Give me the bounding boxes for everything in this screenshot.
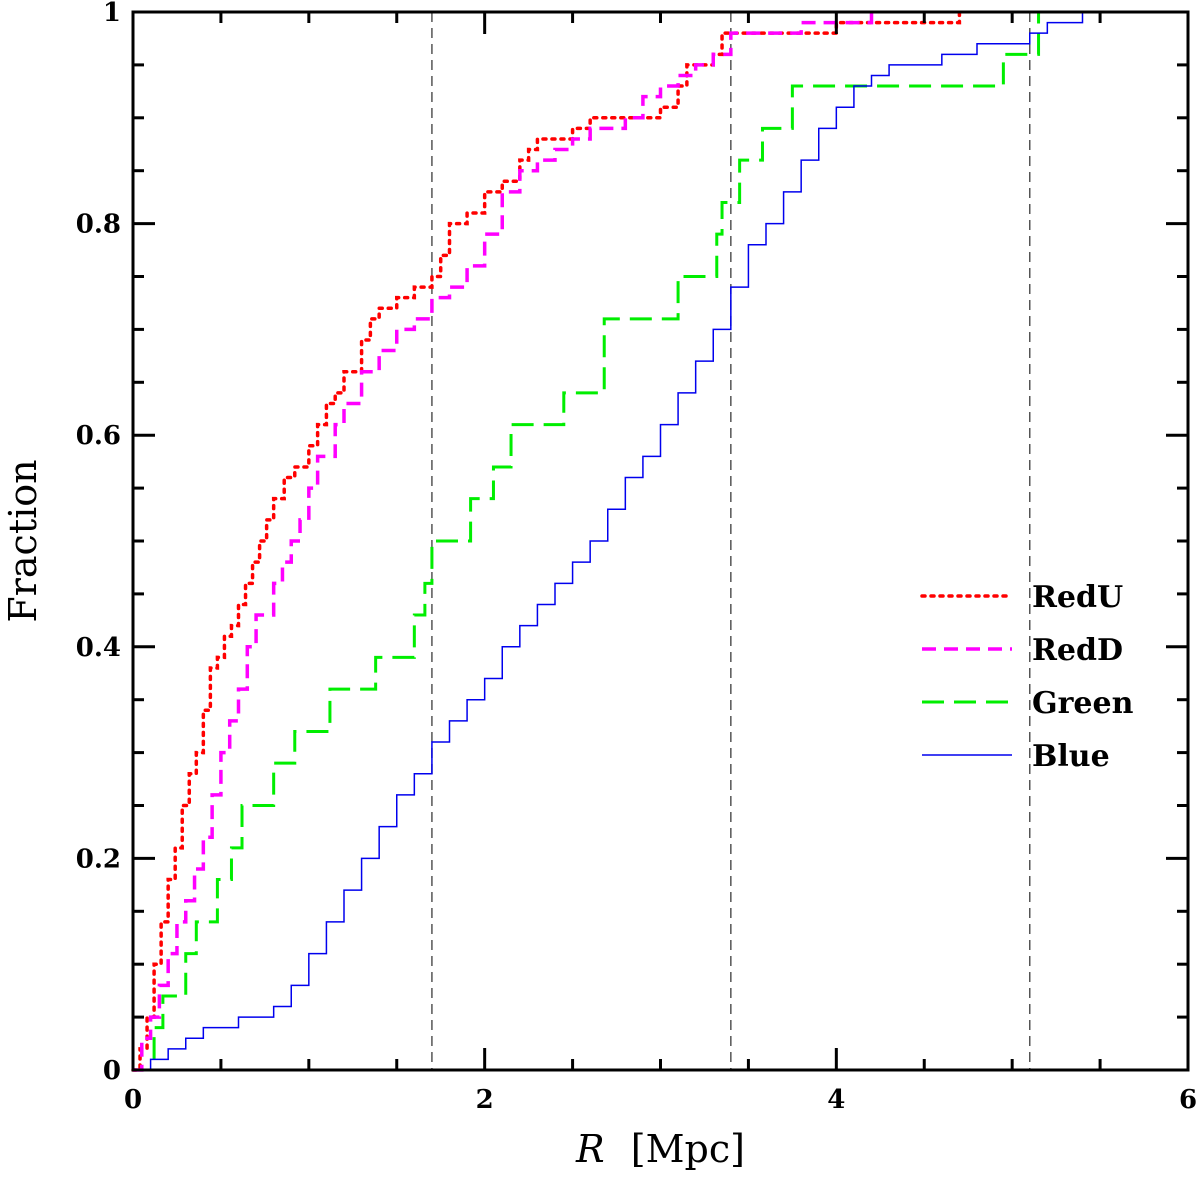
series-line-green	[133, 12, 1041, 1072]
axis-ticks	[131, 10, 1190, 1072]
x-axis-title: R [Mpc]	[575, 1127, 745, 1171]
series-line-redd	[133, 12, 874, 1072]
legend-label-redu: RedU	[1032, 580, 1123, 615]
x-tick-label: 4	[827, 1085, 845, 1115]
x-tick-label: 0	[124, 1085, 142, 1115]
y-tick-label: 0.2	[76, 844, 121, 874]
y-tick-label: 0.6	[76, 421, 121, 451]
y-tick-label: 0.4	[76, 633, 121, 663]
legend-label-blue: Blue	[1032, 739, 1110, 774]
legend: RedU RedD Green Blue	[920, 580, 1134, 774]
x-axis-symbol: R	[575, 1127, 605, 1171]
legend-label-green: Green	[1032, 686, 1134, 721]
vertical-reference-lines	[431, 12, 1031, 1070]
legend-label-redd: RedD	[1032, 633, 1123, 668]
series-line-blue	[133, 11, 1153, 1071]
x-tick-label: 2	[476, 1085, 494, 1115]
x-tick-label: 6	[1179, 1085, 1197, 1115]
series-lines	[131, 10, 1153, 1072]
y-tick-label: 0	[103, 1056, 121, 1086]
x-axis-unit: [Mpc]	[631, 1127, 745, 1171]
y-tick-label: 0.8	[76, 210, 121, 240]
series-line-redu	[131, 10, 962, 1072]
axis-tick-labels: 0 2 4 6 0 0.2 0.4 0.6 0.8 1	[76, 0, 1197, 1115]
y-axis-title: Fraction	[1, 459, 45, 622]
y-tick-label: 1	[103, 0, 121, 28]
